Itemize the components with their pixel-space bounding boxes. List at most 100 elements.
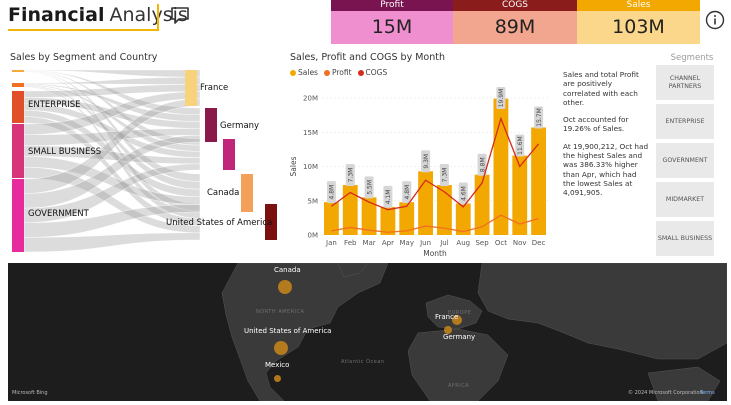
y-tick-label: 10M <box>303 163 318 171</box>
map-bubble-france[interactable] <box>452 315 462 325</box>
kpi-card-cogs[interactable]: COGS 89M <box>453 0 577 44</box>
legend-item-cogs[interactable]: COGS <box>357 68 387 77</box>
sales-data-label: 15.7M <box>536 108 543 127</box>
sankey-node-country[interactable] <box>223 139 235 170</box>
report-title: Financial Analysis <box>8 4 188 30</box>
data-label-bg <box>477 153 487 176</box>
sankey-title: Sales by Segment and Country <box>10 52 158 63</box>
x-tick-label: Feb <box>344 239 357 247</box>
title-bold: Financial <box>8 4 105 26</box>
sales-data-label: 7.3M <box>442 168 449 183</box>
sales-bar[interactable] <box>361 197 377 235</box>
sankey-label-germany: Germany <box>220 121 260 131</box>
kpi-value: 15M <box>331 11 453 44</box>
kpi-card-sales[interactable]: Sales 103M <box>577 0 700 44</box>
sankey-flow[interactable] <box>23 204 201 238</box>
x-tick-label: Jan <box>325 239 337 247</box>
x-tick-label: May <box>400 239 414 247</box>
info-icon[interactable] <box>705 10 725 30</box>
map-region-label: EUROPE <box>448 310 472 316</box>
map-bubble-usa[interactable] <box>274 341 288 355</box>
y-tick-label: 5M <box>308 197 319 205</box>
chart-legend: Sales Profit COGS <box>290 68 387 77</box>
sales-bar[interactable] <box>474 174 490 235</box>
sales-bar[interactable] <box>418 171 433 235</box>
sankey-flow[interactable] <box>23 163 201 224</box>
legend-item-profit[interactable]: Profit <box>323 68 352 77</box>
data-label-bg <box>515 134 525 157</box>
x-tick-label: Jul <box>439 239 449 247</box>
sales-bar[interactable] <box>324 202 339 235</box>
sankey-flow[interactable] <box>23 76 201 85</box>
kpi-card-profit[interactable]: Profit 15M <box>331 0 453 44</box>
data-label-bg <box>326 181 336 204</box>
sankey-flow[interactable] <box>23 98 201 194</box>
sales-bar[interactable] <box>531 127 546 235</box>
sankey-label-small-business: SMALL BUSINESS <box>28 147 102 157</box>
sankey-flow[interactable] <box>23 134 201 209</box>
sankey-flow[interactable] <box>23 232 201 253</box>
segments-title: Segments <box>670 53 714 63</box>
chart-title: Sales, Profit and COGS by Month <box>290 52 445 63</box>
sales-bar[interactable] <box>512 155 528 235</box>
sankey-node-segment[interactable] <box>12 83 24 87</box>
x-tick-label: Dec <box>532 239 546 247</box>
map-bubble-canada[interactable] <box>278 280 292 294</box>
terms-link[interactable]: Terms <box>700 390 715 396</box>
kpi-value: 89M <box>453 11 577 44</box>
segment-button-small-business[interactable]: SMALL BUSINESS <box>656 221 714 256</box>
sales-bar[interactable] <box>342 184 358 235</box>
x-tick-label: Sep <box>475 239 489 247</box>
segment-button-midmarket[interactable]: MIDMARKET <box>656 182 714 217</box>
data-label-bg <box>383 185 393 208</box>
map-label-usa: United States of America <box>244 327 332 335</box>
segment-button-government[interactable]: GOVERNMENT <box>656 143 714 178</box>
cogs-line[interactable] <box>331 116 540 211</box>
x-tick-label: Mar <box>362 239 375 247</box>
sales-bar[interactable] <box>399 202 415 235</box>
sankey-node-country[interactable] <box>205 108 217 142</box>
sankey-chart[interactable] <box>8 62 284 258</box>
sales-data-label: 19.9M <box>498 89 505 108</box>
smart-narrative: Sales and total Profit are positively co… <box>563 70 649 206</box>
sankey-node-country[interactable] <box>265 204 277 240</box>
data-label-bg <box>458 182 468 205</box>
sales-data-label: 4.8M <box>329 185 336 200</box>
segment-button-channel-partners[interactable]: CHANNEL PARTNERS <box>656 65 714 100</box>
sales-data-label: 4.8M <box>404 185 411 200</box>
sales-data-label: 4.1M <box>385 190 392 205</box>
map-bubble-mexico[interactable] <box>274 375 281 382</box>
title-accent-line <box>8 29 159 31</box>
segment-button-enterprise[interactable]: ENTERPRISE <box>656 104 714 139</box>
comment-icon[interactable] <box>170 6 190 26</box>
sales-profit-cogs-chart[interactable]: 0M 5M 10M 15M 20M 4.8M Jan 7.3M Feb 5.5M Mar 4.1M Ap… <box>288 80 554 260</box>
x-axis-label: Month <box>423 249 447 258</box>
sankey-label-france: France <box>200 83 229 93</box>
sales-bar[interactable] <box>455 203 471 235</box>
map-label-germany: Germany <box>443 333 476 341</box>
sales-bar[interactable] <box>380 206 396 235</box>
sankey-node-segment[interactable] <box>12 179 24 252</box>
profit-line[interactable] <box>331 214 539 233</box>
kpi-label: COGS <box>453 0 577 11</box>
kpi-label: Profit <box>331 0 453 11</box>
sankey-node-segment[interactable] <box>12 91 24 123</box>
sankey-node-segment[interactable] <box>12 70 24 72</box>
sankey-node-segment[interactable] <box>12 124 24 178</box>
y-axis-label: Sales <box>289 156 298 176</box>
title-accent-bar <box>157 4 159 31</box>
narrative-line: At 19,900,212, Oct had the highest Sales… <box>563 141 649 198</box>
map-label-mexico: Mexico <box>265 361 290 369</box>
map-label-france: France <box>435 313 459 321</box>
legend-item-sales[interactable]: Sales <box>290 68 318 77</box>
sankey-node-country[interactable] <box>241 174 253 212</box>
x-tick-label: Oct <box>495 239 507 247</box>
title-light: Analysis <box>109 4 188 26</box>
data-label-bg <box>402 181 412 204</box>
sankey-node-country[interactable] <box>185 70 197 106</box>
sales-map[interactable]: NORTH AMERICA EUROPE Atlantic Ocean AFRI… <box>8 263 727 401</box>
map-bubble-germany[interactable] <box>444 326 452 334</box>
y-tick-label: 0M <box>308 232 319 240</box>
sales-bar[interactable] <box>437 184 452 235</box>
